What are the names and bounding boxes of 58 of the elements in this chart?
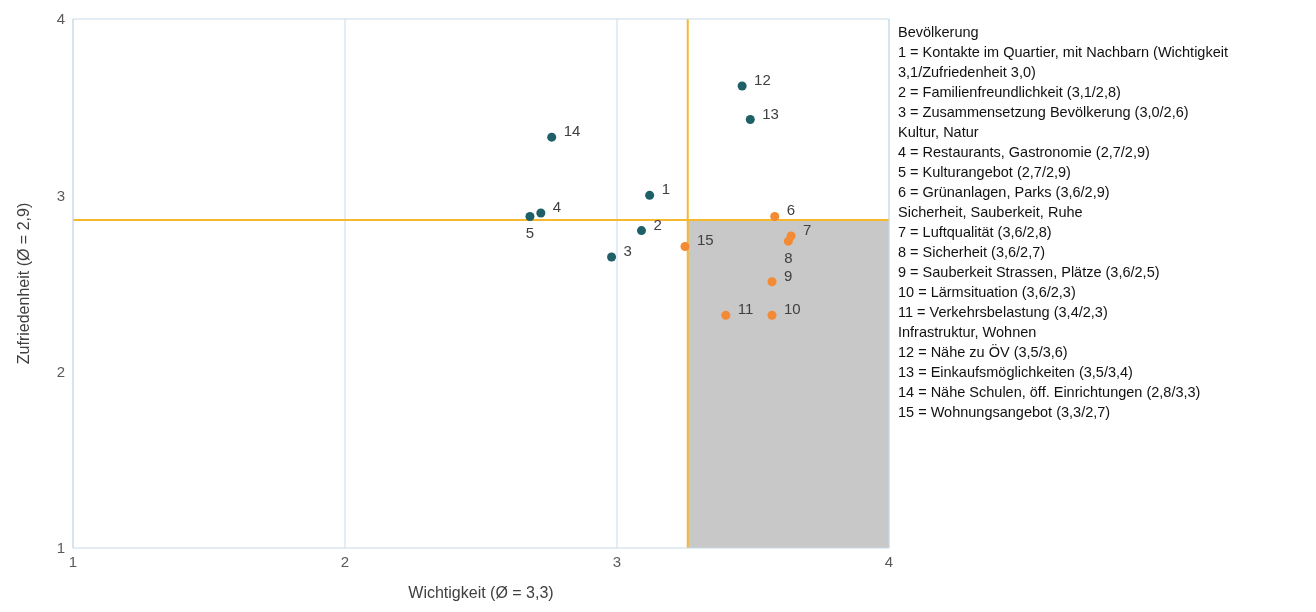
point <box>783 236 793 246</box>
text: 2 = Familienfreundlichkeit (3,1/2,8) <box>898 83 1122 102</box>
annotation: 13 <box>762 104 779 122</box>
y-tick-label: 1 <box>56 539 65 557</box>
annotation: 4 <box>552 197 562 215</box>
point <box>767 310 777 320</box>
text: Infrastruktur, Wohnen <box>898 323 1038 342</box>
text: 8 = Sicherheit (3,6/2,7) <box>898 243 1047 262</box>
annotation: 5 <box>525 224 535 242</box>
x-tick-label: 1 <box>68 552 78 570</box>
y-tick-label: 3 <box>56 186 65 204</box>
x-axis-title: Wichtigkeit (Ø = 3,3) <box>408 584 554 601</box>
text: 15 = Wohnungsangebot (3,3/2,7) <box>898 403 1112 422</box>
point <box>536 208 546 218</box>
annotation: 12 <box>754 71 771 89</box>
annotation: 11 <box>737 300 754 318</box>
x-tick-label: 3 <box>612 552 622 570</box>
annotation: 10 <box>784 300 801 318</box>
annotation: 7 <box>803 220 812 238</box>
text: 13 = Einkaufsmöglichkeiten (3,5/3,4) <box>898 363 1134 382</box>
text: Bevölkerung <box>898 23 980 42</box>
text: 11 = Verkehrsbelastung (3,4/2,3) <box>898 303 1109 322</box>
point <box>770 211 780 221</box>
annotation: 3 <box>623 242 632 260</box>
text: 9 = Sauberkeit Strassen, Plätze (3,6/2,5) <box>898 263 1161 282</box>
y-tick-label: 4 <box>56 10 65 28</box>
point <box>547 132 557 142</box>
text: 3 = Zusammensetzung Bevölkerung (3,0/2,6) <box>898 103 1190 122</box>
text: 14 = Nähe Schulen, öff. Einrichtungen (2,8/3,3) <box>898 383 1202 402</box>
y-axis-title: Zufriedenheit (Ø = 2,9) <box>14 202 32 365</box>
annotation: 8 <box>784 249 793 267</box>
x-tick-label: 2 <box>340 552 350 570</box>
text: 1 = Kontakte im Quartier, mit Nachbarn (Wichtigkeit 3,1/Zufriedenheit 3,0) <box>898 43 1229 82</box>
text: 10 = Lärmsituation (3,6/2,3) <box>898 283 1077 302</box>
text: 6 = Grünanlagen, Parks (3,6/2,9) <box>898 183 1111 202</box>
text: Kultur, Natur <box>898 123 980 142</box>
point <box>525 211 535 221</box>
point <box>645 190 655 200</box>
point <box>767 277 777 287</box>
point <box>745 115 755 125</box>
text: 12 = Nähe zu ÖV (3,5/3,6) <box>898 343 1069 362</box>
point <box>721 310 731 320</box>
annotation: 14 <box>563 122 581 140</box>
text: Sicherheit, Sauberkeit, Ruhe <box>898 203 1084 222</box>
point <box>680 241 690 251</box>
annotation: 9 <box>784 266 793 284</box>
text: 7 = Luftqualität (3,6/2,8) <box>898 223 1053 242</box>
text: 4 = Restaurants, Gastronomie (2,7/2,9) <box>898 143 1151 162</box>
annotation: 1 <box>661 180 670 198</box>
x-tick-label: 4 <box>884 552 894 570</box>
annotation: 2 <box>653 215 662 233</box>
text: 5 = Kulturangebot (2,7/2,9) <box>898 163 1072 182</box>
point <box>636 226 646 236</box>
annotation: 6 <box>786 201 796 219</box>
point <box>607 252 617 262</box>
y-tick-label: 2 <box>56 362 65 380</box>
annotation: 15 <box>697 231 714 249</box>
point <box>737 81 747 91</box>
